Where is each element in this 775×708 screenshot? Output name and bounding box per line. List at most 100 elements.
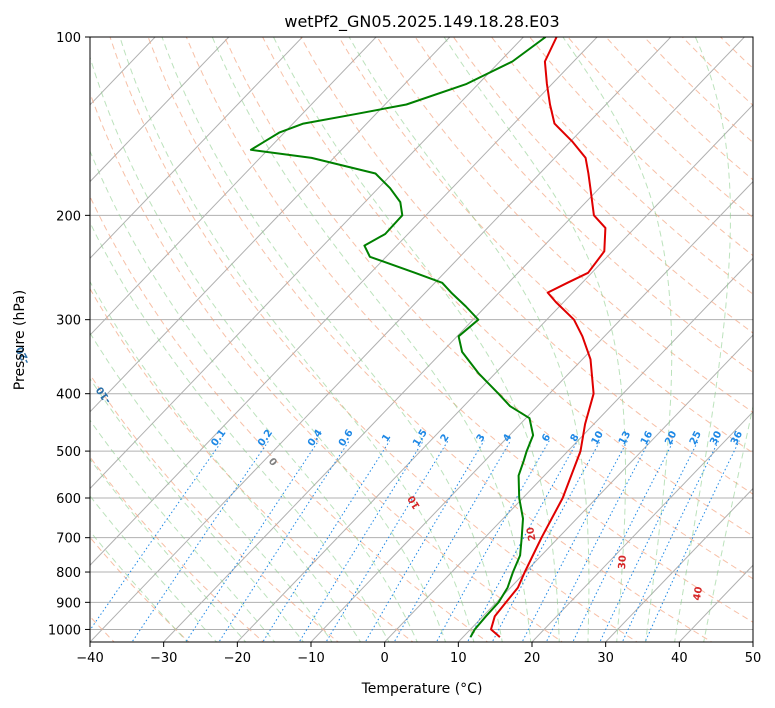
y-tick-label: 400 [56,388,81,403]
mixing-ratio-line [599,440,699,642]
mixing-ratio-label: 36 [729,429,745,446]
moist-adiabat-line [90,530,188,642]
mixing-ratio-label: 6 [540,432,553,444]
mixing-ratio-line [131,440,270,642]
y-axis-label: Pressure (hPa) [12,290,28,390]
moist-adiabat-line [348,37,590,642]
isotherm-line [162,37,746,642]
y-tick-label: 900 [56,596,81,611]
dry-adiabat-line [90,536,190,642]
moist-adiabat-label: 30 [617,555,629,570]
dry-adiabat-line [338,37,753,454]
y-tick-label: 500 [56,445,81,460]
y-tick-label: 300 [56,314,81,329]
moist-adiabat-line [90,419,276,642]
dry-adiabat-line [90,373,340,642]
isotherm-line [90,37,672,642]
x-tick-label: −20 [224,651,251,666]
y-tick-label: 800 [56,566,81,581]
mixing-ratio-line [466,440,579,642]
mixing-ratio-label: 13 [617,429,633,447]
temperature-profile-line [490,37,607,638]
dry-adiabat-line [90,195,489,642]
y-tick-label: 1000 [48,623,81,638]
mixing-ratio-line [521,440,628,642]
isotherm-line [310,180,753,642]
dry-adiabat-line [147,37,713,642]
x-axis-label: Temperature (°C) [361,681,483,697]
dry-adiabat-line [300,37,753,495]
x-tick-label: 50 [745,651,762,666]
mixing-ratio-label: 8 [569,432,582,444]
mixing-ratio-label: 1 [380,432,393,444]
moist-adiabat-label: 40 [692,586,705,602]
dry-adiabat-line [185,37,753,623]
moist-adiabat-line [443,37,626,642]
mixing-ratio-label: 20 [663,429,679,446]
y-tick-label: 600 [56,492,81,507]
moist-adiabat-line [272,37,560,642]
isotherm-line [236,104,753,642]
isotherm-line [90,37,598,566]
mixing-ratio-line [644,440,740,642]
dry-adiabat-line [90,287,414,642]
moist-adiabat-label: 20 [525,526,538,542]
moist-adiabat-line [674,37,731,642]
isotherm-line [383,257,753,642]
moist-adiabat-line [703,404,753,642]
mixing-ratio-label: 3 [475,432,488,444]
isotherm-line [457,334,753,642]
mixing-ratio-label: 10 [590,429,606,447]
mixing-ratio-line [262,440,391,642]
moist-adiabat-line [90,332,333,642]
moist-adiabat-line [562,37,673,642]
isotherm-line [90,37,377,336]
x-tick-label: 20 [524,651,541,666]
moist-adiabat-line [90,280,362,642]
moist-adiabat-line [211,37,532,642]
dry-adiabat-line [224,37,753,580]
mixing-ratio-line [491,440,601,642]
mixing-ratio-line [435,440,550,642]
x-tick-label: −30 [150,651,177,666]
isotherm-line [90,37,304,259]
y-tick-label: 200 [56,209,81,224]
moist-adiabat-line [119,37,475,642]
moist-adiabat-line [161,37,503,642]
mixing-ratio-label: 25 [688,429,704,446]
profile-lines [249,37,607,638]
isotherm-line [90,37,230,183]
moist-adiabat-line [90,377,305,642]
mixing-ratio-label: 4 [501,432,514,444]
dewpoint-profile-line [249,37,547,638]
mixing-ratio-line [325,440,449,642]
dry-adiabat-line [109,37,638,642]
plot-frame [89,36,754,643]
mixing-ratio-line [364,440,485,642]
background-lines [90,37,775,644]
dry-adiabat-line [452,37,753,334]
moist-adiabat-label: 10 [406,493,423,511]
dry-adiabat-label: -10 [95,384,114,405]
dry-adiabat-line [759,37,775,644]
isotherm-line [531,411,753,642]
axes: −40 −30 −20 −10 0 10 20 30 40 5010020030040050060… [48,31,761,666]
x-tick-label: 0 [381,651,389,666]
dry-adiabat-line [90,456,265,642]
x-tick-label: 10 [450,651,467,666]
moist-adiabat-line [90,55,447,642]
x-tick-label: −10 [297,651,324,666]
y-tick-label: 100 [56,31,81,46]
mixing-ratio-line [298,440,424,642]
moist-adiabat-line [90,458,247,642]
dry-adiabat-line [414,37,753,374]
isotherm-line [90,37,451,413]
dry-adiabat-line [262,37,753,537]
moist-adiabat-line [90,221,390,642]
chart-title: wetPf2_GN05.2025.149.18.28.E03 [284,12,559,32]
mixing-ratio-label: 1.5 [411,428,430,449]
x-tick-label: 30 [597,651,614,666]
dry-adiabat-line [681,37,753,106]
mixing-ratio-line [393,440,512,642]
